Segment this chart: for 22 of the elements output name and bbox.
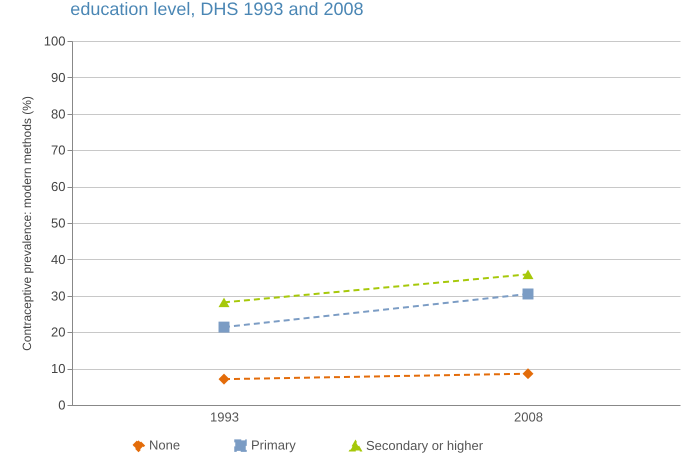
legend-label: Primary	[251, 438, 296, 453]
y-tick-label: 60	[51, 179, 66, 194]
y-tick-label: 80	[51, 106, 66, 122]
y-tick-label: 100	[44, 34, 66, 48]
y-tick-label: 50	[51, 216, 66, 230]
point	[218, 374, 230, 385]
y-axis-title: Contraceptive prevalence: modern methods (%)	[20, 96, 34, 351]
y-tick-label: 20	[51, 324, 66, 340]
point	[218, 322, 230, 333]
y-tick-label: 30	[51, 288, 66, 304]
y-tick-label: 70	[51, 142, 66, 158]
y-tick-label: 90	[51, 70, 66, 85]
legend-label: None	[149, 438, 180, 453]
chart-title: education level, DHS 1993 and 2008	[70, 0, 364, 19]
point	[522, 288, 534, 300]
legend-label: Secondary or higher	[366, 438, 484, 453]
y-tick-label: 0	[58, 398, 66, 412]
y-tick-label: 40	[51, 252, 66, 267]
x-tick-label: 2008	[514, 410, 543, 424]
y-tick-label: 10	[51, 361, 66, 376]
point	[522, 368, 534, 380]
x-tick-label: 1993	[210, 410, 239, 424]
